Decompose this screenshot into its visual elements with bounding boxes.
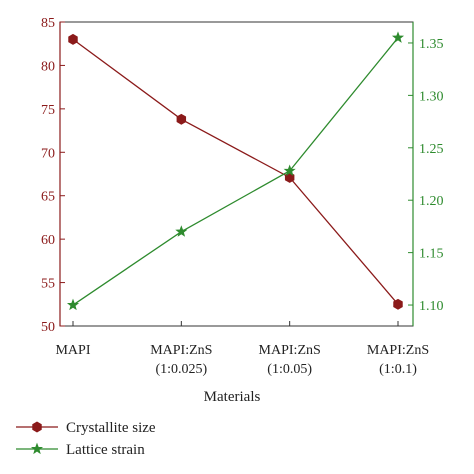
x-axis-title: Materials — [204, 389, 261, 405]
crystallite-size-point — [176, 113, 187, 125]
right-y-axis: 1.10 1.15 1.20 1.25 1.30 1.35 — [408, 22, 444, 326]
lattice-strain-point — [283, 164, 296, 176]
right-tick-label: 1.35 — [419, 37, 444, 52]
crystallite-size-point — [68, 33, 78, 45]
x-axis: MAPI MAPI:ZnS (1:0.025) MAPI:ZnS (1:0.05) MAP… — [55, 321, 429, 377]
plot-border — [59, 21, 414, 327]
legend-item-crystallite-size: Crystallite size — [16, 420, 156, 436]
crystallite-size-line — [72, 38, 399, 305]
legend: Crystallite size Lattice strain — [16, 420, 156, 458]
right-tick-label: 1.20 — [419, 194, 444, 209]
crystallite-size-point — [284, 172, 295, 183]
lattice-strain-point — [66, 298, 80, 311]
left-y-axis: 50 55 60 65 70 75 80 85 — [41, 16, 65, 335]
right-tick-label: 1.25 — [419, 142, 444, 157]
legend-swatch-marker — [30, 442, 44, 455]
left-tick-label: 55 — [41, 277, 55, 292]
lattice-strain-point — [175, 225, 188, 237]
x-tick-label: MAPI:ZnS (1:0.025) — [150, 343, 212, 377]
lattice-strain-line — [72, 37, 399, 306]
x-tick-label: MAPI — [55, 343, 90, 358]
legend-item-lattice-strain: Lattice strain — [16, 442, 145, 458]
crystallite-size-point — [393, 298, 403, 310]
plot-frame — [59, 21, 414, 327]
right-tick-label: 1.30 — [419, 89, 444, 104]
left-tick-label: 75 — [41, 103, 55, 118]
left-tick-label: 70 — [41, 146, 55, 161]
x-tick-label: MAPI:ZnS (1:0.1) — [367, 343, 429, 377]
series-layer — [66, 31, 405, 311]
lattice-strain-point — [391, 31, 405, 43]
legend-label: Crystallite size — [66, 420, 156, 436]
x-tick-label: MAPI:ZnS (1:0.05) — [259, 343, 321, 377]
legend-swatch-marker — [32, 421, 42, 433]
legend-label: Lattice strain — [66, 442, 145, 458]
right-tick-label: 1.10 — [419, 299, 444, 314]
left-tick-label: 50 — [41, 320, 55, 335]
left-tick-label: 65 — [41, 190, 55, 205]
left-tick-label: 85 — [41, 16, 55, 31]
left-tick-label: 80 — [41, 59, 55, 74]
left-tick-label: 60 — [41, 233, 55, 248]
right-tick-label: 1.15 — [419, 247, 444, 262]
